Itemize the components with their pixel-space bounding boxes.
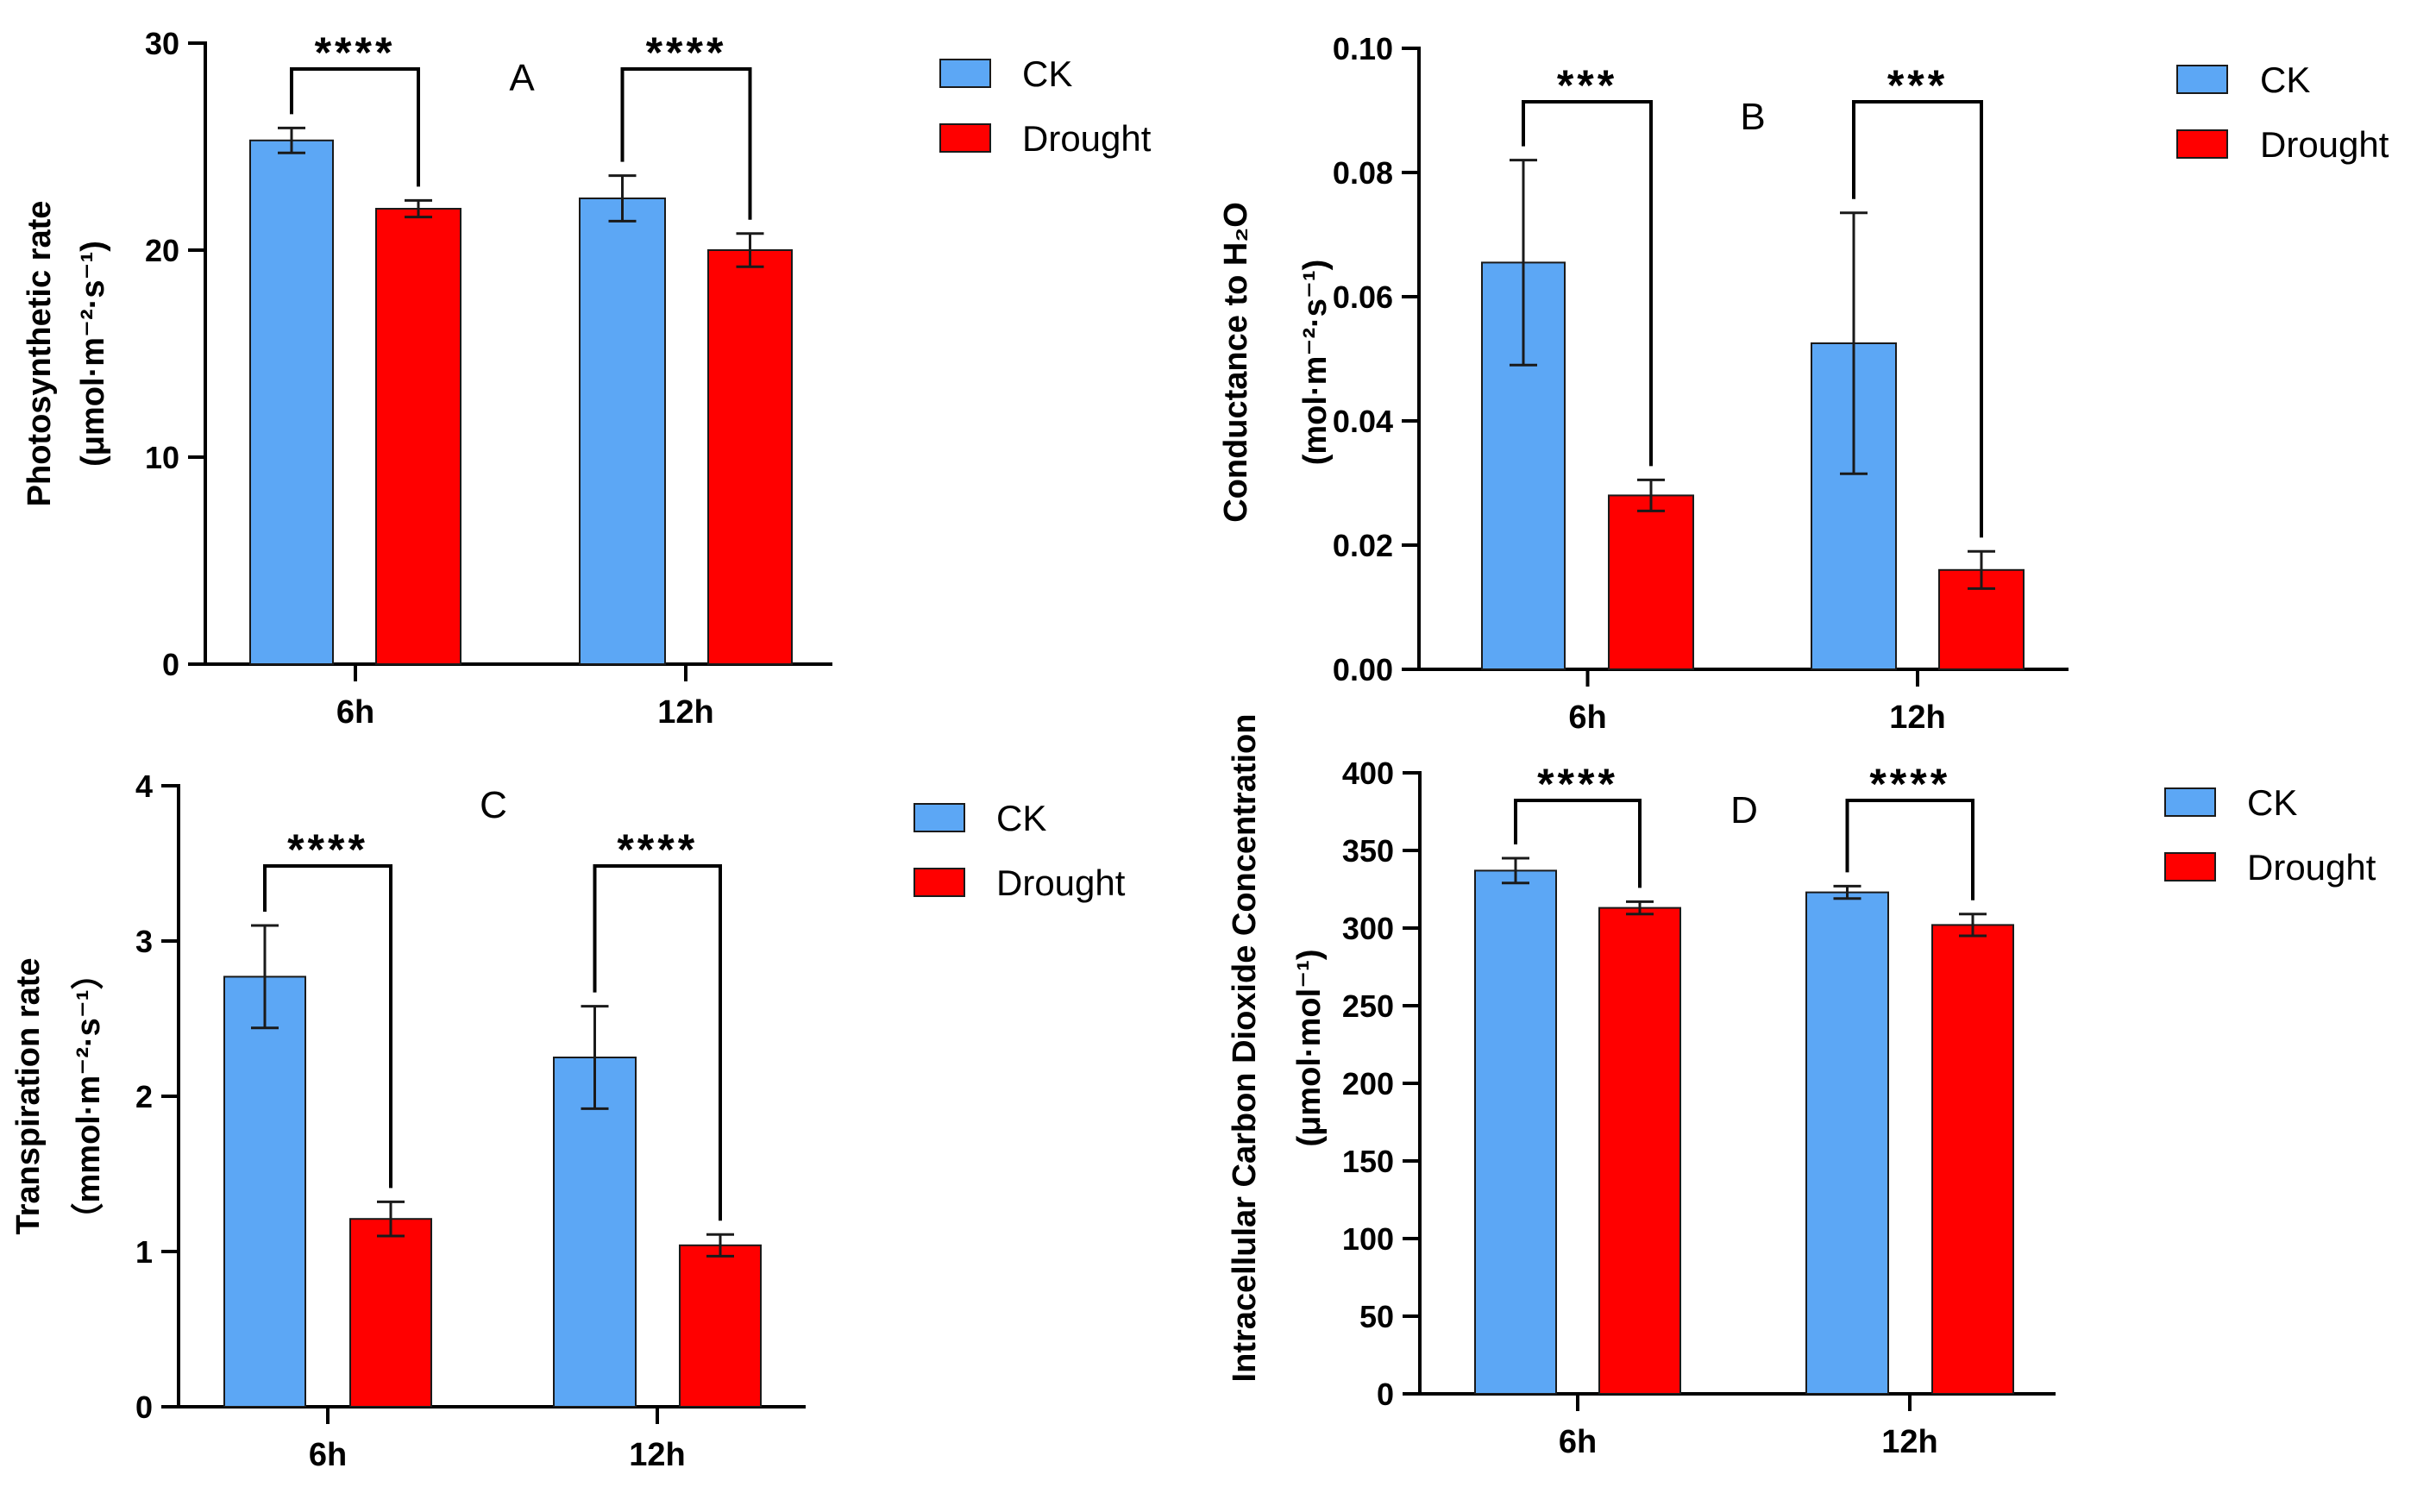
- x-tick-label: 12h: [657, 694, 713, 731]
- y-tick-label: 0.04: [1333, 404, 1393, 439]
- legend-swatch-ck: [2176, 65, 2228, 94]
- y-tick-label: 0.10: [1333, 31, 1393, 66]
- y-tick-label: 400: [1342, 756, 1394, 791]
- panel-d: 0 50 100 150 200 250 300 350 400 6h **** 12h **** D In…: [1227, 714, 2376, 1460]
- y-tick-label: 100: [1342, 1221, 1394, 1257]
- y-tick-label: 0: [135, 1390, 153, 1425]
- x-tick-label: 12h: [629, 1437, 685, 1473]
- y-tick-label: 50: [1359, 1299, 1394, 1334]
- significance-bracket: [263, 864, 392, 1189]
- legend-label-ck: CK: [2260, 60, 2310, 100]
- legend-swatch-ck: [939, 59, 991, 88]
- x-tick-label: 12h: [1889, 700, 1945, 736]
- y-tick-label: 30: [145, 26, 179, 61]
- legend-swatch-drought: [939, 123, 991, 153]
- panel-letter: D: [1730, 789, 1758, 831]
- legend-swatch-ck: [2164, 787, 2216, 817]
- y-tick-label: 0: [1377, 1377, 1394, 1412]
- legend-label-drought: Drought: [1022, 118, 1152, 159]
- y-tick-label: 150: [1342, 1144, 1394, 1179]
- y-tick-label: 0: [162, 647, 179, 682]
- y-axis-unit: (mol·m⁻²·s⁻¹): [1297, 260, 1334, 466]
- significance-bracket: [593, 864, 722, 1221]
- panel-letter: B: [1740, 96, 1765, 138]
- significance-bracket: [620, 67, 752, 220]
- y-tick-label: 0.00: [1333, 652, 1393, 687]
- significance-bracket: [1522, 100, 1653, 467]
- y-tick-label: 2: [135, 1079, 153, 1114]
- significance-label: ****: [287, 825, 368, 874]
- legend-label-drought: Drought: [2247, 847, 2376, 888]
- legend-swatch-drought: [2176, 129, 2228, 159]
- y-axis-title: Photosynthetic rate: [22, 201, 58, 507]
- significance-bracket: [1845, 799, 1974, 900]
- y-tick-label: 300: [1342, 911, 1394, 946]
- bar-ck-12h: [1805, 891, 1889, 1395]
- y-axis-unit: （mmol·m⁻²·s⁻¹）: [71, 957, 107, 1235]
- bar-ck-6h: [223, 976, 306, 1408]
- y-tick-label: 350: [1342, 833, 1394, 869]
- y-tick-label: 10: [145, 440, 179, 475]
- x-tick-label: 6h: [336, 694, 374, 731]
- bar-drought-12h: [679, 1244, 762, 1408]
- y-axis-title: Conductance to H₂O: [1218, 202, 1254, 523]
- y-tick-label: 250: [1342, 988, 1394, 1024]
- y-tick-label: 200: [1342, 1066, 1394, 1101]
- bar-ck-12h: [579, 198, 666, 665]
- bar-drought-6h: [1598, 907, 1681, 1395]
- panel-letter: C: [480, 784, 507, 826]
- legend-label-drought: Drought: [996, 863, 1126, 903]
- x-tick-label: 12h: [1881, 1424, 1937, 1460]
- legend-swatch-ck: [913, 803, 965, 832]
- legend-swatch-drought: [913, 868, 965, 897]
- bar-drought-12h: [1931, 924, 2014, 1395]
- y-tick-label: 0.08: [1333, 155, 1393, 191]
- bar-drought-6h: [1608, 494, 1694, 671]
- legend-label-ck: CK: [2247, 782, 2297, 823]
- significance-label: ***: [1557, 61, 1617, 110]
- significance-bracket: [1852, 100, 1983, 538]
- panel-c: 0 1 2 3 4 6h **** 12h **** C Transpiration rate （mm…: [10, 769, 1126, 1473]
- panel-letter: A: [509, 57, 535, 99]
- significance-bracket: [290, 67, 420, 187]
- y-tick-label: 0.02: [1333, 528, 1393, 563]
- bar-ck-6h: [1474, 869, 1557, 1395]
- significance-bracket: [1514, 799, 1642, 888]
- significance-label: ****: [617, 825, 698, 874]
- bar-drought-12h: [707, 249, 793, 665]
- y-axis-title: Intracellular Carbon Dioxide Concentrati…: [1227, 714, 1263, 1383]
- significance-label: ***: [1887, 61, 1948, 110]
- bar-drought-6h: [349, 1218, 432, 1408]
- y-axis-unit: (μmol·m⁻²·s⁻¹): [75, 241, 111, 467]
- legend-label-ck: CK: [1022, 53, 1072, 94]
- bar-ck-6h: [249, 139, 334, 666]
- bar-drought-6h: [375, 208, 461, 665]
- legend-label-drought: Drought: [2260, 124, 2389, 165]
- legend-swatch-drought: [2164, 852, 2216, 881]
- y-axis-title: Transpiration rate: [10, 958, 47, 1235]
- legend-label-ck: CK: [996, 798, 1046, 838]
- x-tick-label: 6h: [1568, 700, 1606, 736]
- x-tick-label: 6h: [1559, 1424, 1597, 1460]
- panel-a: 0 10 20 30 6h **** 12h **** A Photosynthetic rate…: [22, 26, 1152, 731]
- y-tick-label: 1: [135, 1234, 153, 1270]
- y-axis-unit: (μmol·mol⁻¹): [1291, 949, 1328, 1146]
- panel-b: 0.00 0.02 0.04 0.06 0.08 0.10 6h *** 12h *** B Cond…: [1218, 31, 2389, 736]
- x-tick-label: 6h: [309, 1437, 347, 1473]
- y-tick-label: 3: [135, 924, 153, 959]
- significance-label: ****: [1869, 760, 1950, 808]
- y-tick-label: 20: [145, 233, 179, 268]
- y-tick-label: 0.06: [1333, 279, 1393, 315]
- y-tick-label: 4: [135, 769, 153, 804]
- significance-label: ****: [315, 28, 396, 77]
- significance-label: ****: [1537, 760, 1618, 808]
- significance-label: ****: [646, 28, 727, 77]
